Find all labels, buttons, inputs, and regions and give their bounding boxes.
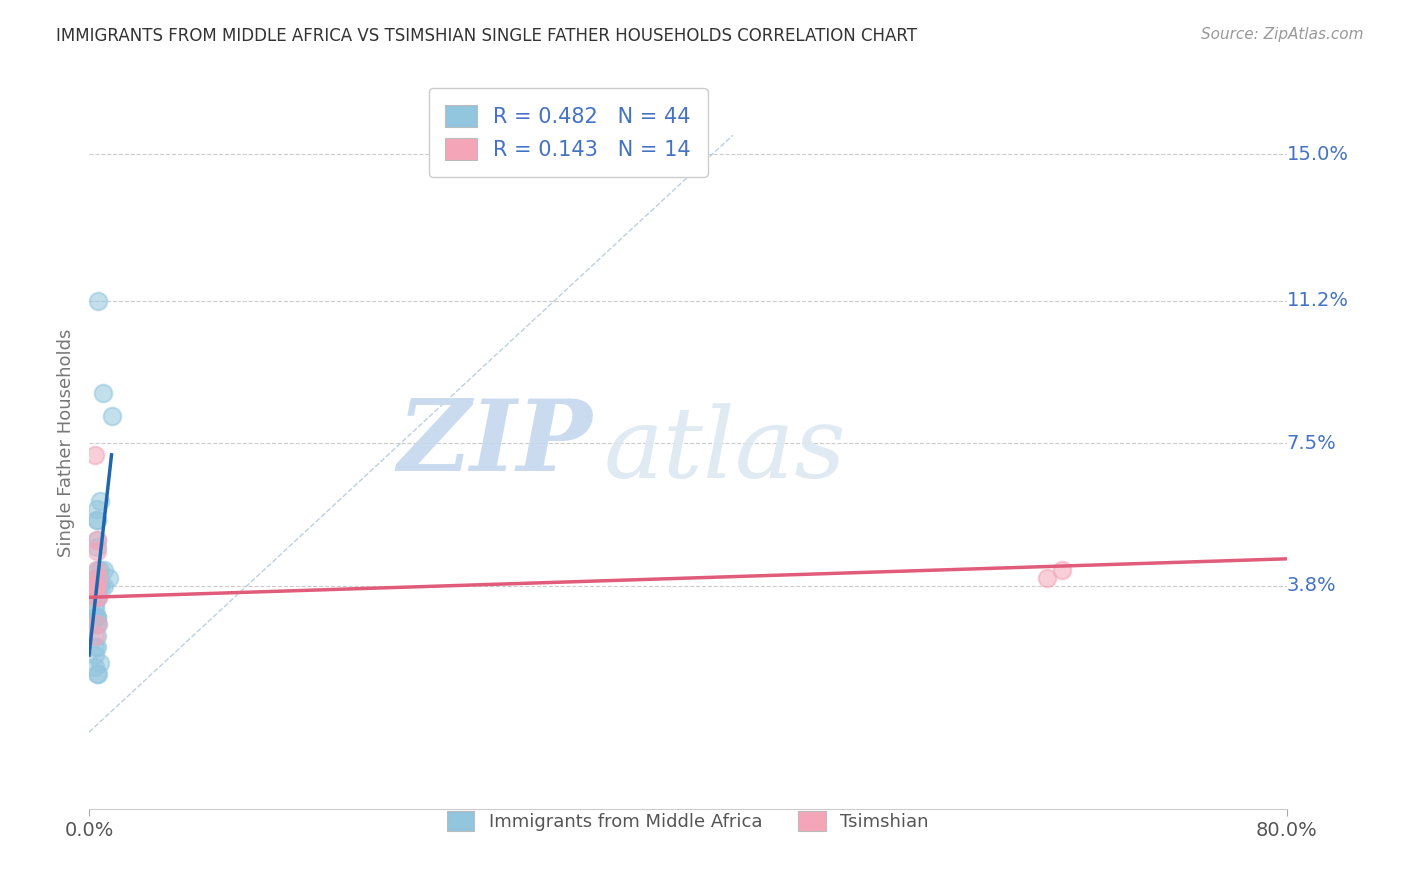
Point bbox=[86, 533, 108, 547]
Point bbox=[84, 579, 107, 593]
Point bbox=[84, 648, 107, 662]
Point bbox=[84, 629, 107, 643]
Text: atlas: atlas bbox=[605, 403, 846, 499]
Point bbox=[86, 579, 108, 593]
Point bbox=[87, 591, 110, 605]
Point bbox=[87, 579, 110, 593]
Point bbox=[84, 579, 107, 593]
Point bbox=[84, 591, 107, 605]
Point bbox=[89, 563, 111, 577]
Point bbox=[86, 541, 108, 555]
Point bbox=[87, 667, 110, 681]
Point bbox=[87, 571, 110, 585]
Point bbox=[86, 571, 108, 585]
Point bbox=[93, 579, 115, 593]
Point bbox=[87, 617, 110, 632]
Y-axis label: Single Father Households: Single Father Households bbox=[58, 329, 75, 558]
Text: 15.0%: 15.0% bbox=[1286, 145, 1348, 164]
Point bbox=[86, 617, 108, 632]
Point bbox=[86, 563, 108, 577]
Point bbox=[86, 513, 108, 527]
Point bbox=[100, 409, 122, 424]
Point bbox=[93, 563, 115, 577]
Text: 11.2%: 11.2% bbox=[1286, 292, 1348, 310]
Point bbox=[86, 667, 108, 681]
Point bbox=[86, 579, 108, 593]
Point bbox=[84, 448, 107, 462]
Point bbox=[84, 659, 107, 673]
Point bbox=[86, 579, 108, 593]
Point bbox=[86, 609, 108, 624]
Text: 3.8%: 3.8% bbox=[1286, 576, 1337, 595]
Legend: Immigrants from Middle Africa, Tsimshian: Immigrants from Middle Africa, Tsimshian bbox=[434, 799, 941, 844]
Point bbox=[86, 544, 108, 558]
Point bbox=[87, 293, 110, 308]
Text: ZIP: ZIP bbox=[396, 395, 592, 491]
Point bbox=[89, 656, 111, 670]
Point bbox=[86, 591, 108, 605]
Point bbox=[87, 571, 110, 585]
Text: 7.5%: 7.5% bbox=[1286, 434, 1337, 453]
Text: IMMIGRANTS FROM MIDDLE AFRICA VS TSIMSHIAN SINGLE FATHER HOUSEHOLDS CORRELATION : IMMIGRANTS FROM MIDDLE AFRICA VS TSIMSHI… bbox=[56, 27, 917, 45]
Point bbox=[84, 609, 107, 624]
Point bbox=[91, 386, 114, 401]
Point bbox=[84, 579, 107, 593]
Point bbox=[84, 602, 107, 616]
Point bbox=[86, 609, 108, 624]
Point bbox=[86, 571, 108, 585]
Point bbox=[86, 513, 108, 527]
Point bbox=[84, 598, 107, 612]
Point bbox=[86, 563, 108, 577]
Point bbox=[84, 640, 107, 655]
Point bbox=[90, 579, 112, 593]
Point bbox=[86, 640, 108, 655]
Point bbox=[86, 501, 108, 516]
Point bbox=[84, 586, 107, 600]
Point bbox=[87, 579, 110, 593]
Point bbox=[86, 571, 108, 585]
Text: Source: ZipAtlas.com: Source: ZipAtlas.com bbox=[1201, 27, 1364, 42]
Point bbox=[89, 494, 111, 508]
Point bbox=[1036, 571, 1059, 585]
Point bbox=[97, 571, 120, 585]
Point bbox=[86, 617, 108, 632]
Point bbox=[84, 579, 107, 593]
Point bbox=[86, 579, 108, 593]
Point bbox=[87, 591, 110, 605]
Point bbox=[1052, 563, 1074, 577]
Point bbox=[86, 533, 108, 547]
Point bbox=[86, 629, 108, 643]
